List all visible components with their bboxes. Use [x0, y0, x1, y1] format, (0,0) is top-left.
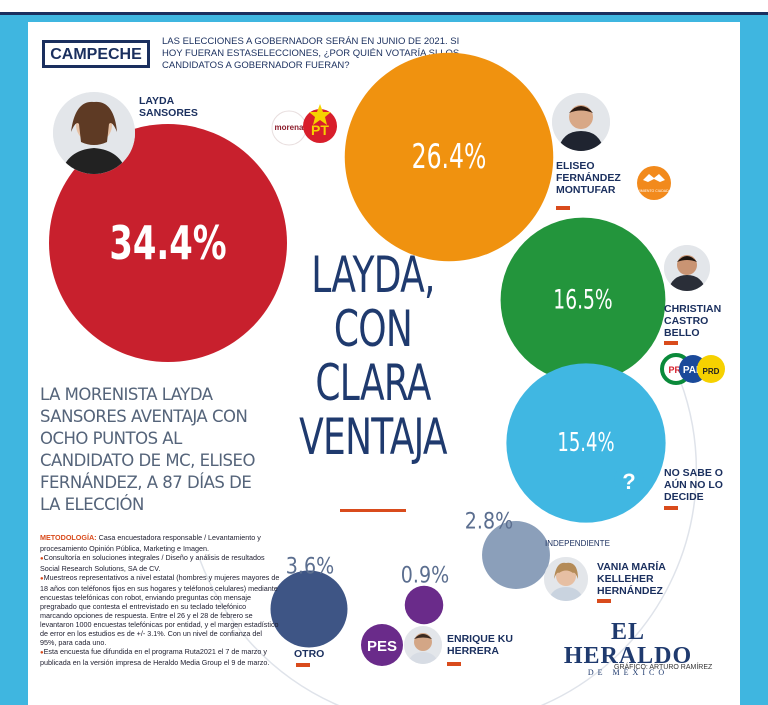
bubble-label-layda: 34.4% [109, 216, 226, 270]
otro-dash [296, 663, 310, 667]
headline-rule [340, 509, 406, 512]
brand-sub: DE MÉXICO [587, 668, 669, 677]
svg-text:morena: morena [275, 123, 304, 132]
headline-line: CON [333, 300, 413, 358]
region-tag: CAMPECHE [42, 40, 150, 68]
enrique-photo [404, 626, 442, 664]
graphic-credit: GRÁFICO: ARTURO RAMÍREZ [614, 664, 713, 671]
bubble-label-enrique: 0.9% [401, 564, 449, 589]
enrique-dash [447, 662, 461, 666]
eliseo-photo [552, 93, 610, 151]
bubble-label-eliseo: 26.4% [412, 137, 487, 177]
question-mark-icon: ? [614, 465, 644, 495]
mc-logo: MOVIMIENTO CIUDADANO [632, 166, 677, 200]
christian-name: CHRISTIAN CASTRO BELLO [664, 303, 722, 339]
headline-line: VENTAJA [299, 408, 447, 466]
svg-text:PAN: PAN [683, 365, 703, 376]
bubble-layda [49, 124, 287, 362]
headline-line: LAYDA, [311, 246, 435, 304]
pes-logo: PES [361, 624, 403, 666]
methodology-line: Esta encuesta fue difundida en el progra… [40, 647, 280, 667]
layda-name: LAYDA SANSORES [139, 95, 198, 119]
survey-question: LAS ELECCIONES A GOBERNADOR SERÁN EN JUN… [162, 36, 460, 71]
bubble-eliseo [344, 52, 554, 262]
vania-dash [597, 599, 611, 603]
bubble-vania [482, 521, 550, 589]
bubble-label-no: 15.4% [557, 428, 614, 458]
bubble-label-otro: 3.6% [286, 555, 334, 580]
eliseo-name: ELISEO FERNÁNDEZ MONTUFAR [556, 160, 621, 196]
methodology-title: METODOLOGÍA: [40, 533, 97, 542]
svg-text:PES: PES [367, 638, 397, 655]
headline-line: CLARA [315, 354, 431, 412]
vania-name: VANIA MARÍA KELLEHER HERNÁNDEZ [597, 561, 666, 597]
el-heraldo-logo: EL HERALDO DE MÉXICO [548, 620, 708, 678]
subheadline: LA MORENISTA LAYDA SANSORES AVENTAJA CON… [40, 385, 255, 514]
bubble-christian [500, 217, 666, 383]
morena-logo: morena [271, 110, 307, 146]
independent-label: INDEPENDIENTE [545, 539, 610, 548]
methodology: METODOLOGÍA: Casa encuestadora responsab… [40, 533, 280, 667]
christian-dash [664, 341, 678, 345]
bubble-otro [270, 570, 348, 648]
otro-name: OTRO [294, 648, 325, 660]
svg-text:MOVIMIENTO CIUDADANO: MOVIMIENTO CIUDADANO [632, 189, 677, 193]
methodology-line: METODOLOGÍA: Casa encuestadora responsab… [40, 533, 261, 553]
top-strip [0, 0, 768, 15]
methodology-line: Muestreos representativos a nivel estata… [40, 573, 280, 647]
eliseo-dash [556, 206, 570, 210]
enrique-name: ENRIQUE KU HERRERA [447, 633, 513, 657]
svg-text:PT: PT [311, 122, 329, 138]
christian-photo [664, 245, 710, 291]
bubble-enrique [404, 585, 444, 625]
prd-logo: PRD [697, 355, 725, 383]
vania-photo [544, 557, 588, 601]
headline: LAYDA, CON CLARA VENTAJA [297, 248, 448, 464]
svg-text:PRI: PRI [668, 365, 683, 375]
svg-text:PRD: PRD [703, 367, 720, 376]
methodology-line: Consultoría en soluciones integrales / D… [40, 553, 280, 573]
svg-text:?: ? [622, 469, 635, 494]
bubble-label-vania: 2.8% [465, 510, 513, 535]
bubble-label-christian: 16.5% [553, 285, 612, 316]
brand-name: EL HERALDO [563, 619, 693, 669]
undecided-dash [664, 506, 678, 510]
undecided-name: NO SABE O AÚN NO LO DECIDE [664, 467, 723, 503]
layda-photo [53, 92, 135, 174]
pt-logo: PT [303, 104, 337, 143]
